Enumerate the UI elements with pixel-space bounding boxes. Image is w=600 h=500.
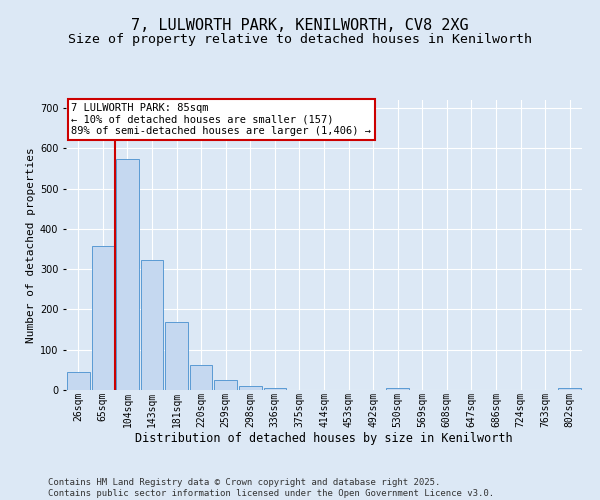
Bar — [116, 159, 139, 390]
Bar — [67, 372, 89, 390]
Text: Size of property relative to detached houses in Kenilworth: Size of property relative to detached ho… — [68, 32, 532, 46]
X-axis label: Distribution of detached houses by size in Kenilworth: Distribution of detached houses by size … — [135, 432, 513, 445]
Bar — [386, 388, 409, 390]
Bar — [190, 365, 212, 390]
Bar — [214, 380, 237, 390]
Bar — [263, 388, 286, 390]
Text: 7 LULWORTH PARK: 85sqm
← 10% of detached houses are smaller (157)
89% of semi-de: 7 LULWORTH PARK: 85sqm ← 10% of detached… — [71, 103, 371, 136]
Text: 7, LULWORTH PARK, KENILWORTH, CV8 2XG: 7, LULWORTH PARK, KENILWORTH, CV8 2XG — [131, 18, 469, 32]
Bar — [559, 388, 581, 390]
Bar — [92, 246, 114, 390]
Text: Contains HM Land Registry data © Crown copyright and database right 2025.
Contai: Contains HM Land Registry data © Crown c… — [48, 478, 494, 498]
Bar — [239, 386, 262, 390]
Bar — [165, 322, 188, 390]
Y-axis label: Number of detached properties: Number of detached properties — [26, 147, 35, 343]
Bar — [140, 260, 163, 390]
